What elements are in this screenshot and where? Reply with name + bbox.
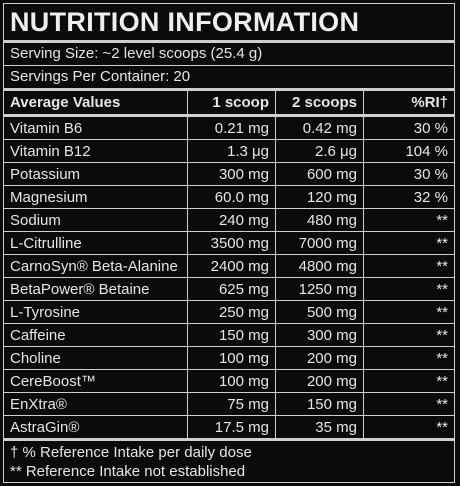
table-header-row: Average Values 1 scoop 2 scoops %RI† [4, 91, 454, 117]
serving-size: Serving Size: ~2 level scoops (25.4 g) [4, 43, 454, 66]
nutrient-name: Vitamin B12 [4, 139, 188, 163]
nutrient-name: Potassium [4, 162, 188, 186]
column-header-average-values: Average Values [4, 91, 188, 117]
table-row: Caffeine 150 mg 300 mg ** [4, 323, 454, 347]
value-2-scoops: 7000 mg [275, 231, 364, 255]
panel-title: NUTRITION INFORMATION [4, 4, 454, 43]
value-1-scoop: 300 mg [187, 162, 276, 186]
ri-percent: 30 % [363, 162, 454, 186]
nutrient-name: CarnoSyn® Beta-Alanine [4, 254, 188, 278]
table-row: AstraGin® 17.5 mg 35 mg ** [4, 415, 454, 441]
ri-percent: ** [363, 415, 454, 441]
nutrient-name: EnXtra® [4, 392, 188, 416]
column-header-ri: %RI† [363, 91, 454, 117]
value-1-scoop: 150 mg [187, 323, 276, 347]
ri-percent: 104 % [363, 139, 454, 163]
value-1-scoop: 17.5 mg [187, 415, 276, 441]
ri-percent: 30 % [363, 115, 454, 140]
value-2-scoops: 200 mg [275, 369, 364, 393]
table-row: L-Citrulline 3500 mg 7000 mg ** [4, 231, 454, 255]
value-1-scoop: 2400 mg [187, 254, 276, 278]
value-1-scoop: 625 mg [187, 277, 276, 301]
table-row: Vitamin B12 1.3 μg 2.6 μg 104 % [4, 139, 454, 163]
value-2-scoops: 600 mg [275, 162, 364, 186]
value-2-scoops: 0.42 mg [275, 115, 364, 140]
table-row: Magnesium 60.0 mg 120 mg 32 % [4, 185, 454, 209]
value-1-scoop: 100 mg [187, 346, 276, 370]
table-row: Potassium 300 mg 600 mg 30 % [4, 162, 454, 186]
table-row: CereBoost™ 100 mg 200 mg ** [4, 369, 454, 393]
nutrient-name: Sodium [4, 208, 188, 232]
value-1-scoop: 250 mg [187, 300, 276, 324]
value-1-scoop: 60.0 mg [187, 185, 276, 209]
value-1-scoop: 3500 mg [187, 231, 276, 255]
ri-percent: ** [363, 323, 454, 347]
nutrition-panel: NUTRITION INFORMATION Serving Size: ~2 l… [3, 3, 455, 483]
value-2-scoops: 500 mg [275, 300, 364, 324]
nutrient-name: Magnesium [4, 185, 188, 209]
table-row: Choline 100 mg 200 mg ** [4, 346, 454, 370]
value-2-scoops: 480 mg [275, 208, 364, 232]
table-row: Sodium 240 mg 480 mg ** [4, 208, 454, 232]
ri-percent: ** [363, 254, 454, 278]
nutrient-name: L-Tyrosine [4, 300, 188, 324]
nutrient-name: Choline [4, 346, 188, 370]
ri-percent: ** [363, 231, 454, 255]
value-2-scoops: 35 mg [275, 415, 364, 441]
nutrient-name: CereBoost™ [4, 369, 188, 393]
nutrient-name: Caffeine [4, 323, 188, 347]
footnote-not-established: ** Reference Intake not established [10, 463, 246, 480]
value-2-scoops: 4800 mg [275, 254, 364, 278]
value-2-scoops: 300 mg [275, 323, 364, 347]
footnotes: † % Reference Intake per daily dose ** R… [4, 441, 454, 481]
value-2-scoops: 200 mg [275, 346, 364, 370]
ri-percent: ** [363, 346, 454, 370]
value-2-scoops: 150 mg [275, 392, 364, 416]
table-row: Vitamin B6 0.21 mg 0.42 mg 30 % [4, 115, 454, 140]
footnote-ri: † % Reference Intake per daily dose [10, 444, 252, 461]
ri-percent: ** [363, 277, 454, 301]
nutrient-name: AstraGin® [4, 415, 188, 441]
value-1-scoop: 0.21 mg [187, 115, 276, 140]
ri-percent: ** [363, 369, 454, 393]
nutrient-name: L-Citrulline [4, 231, 188, 255]
servings-per-container: Servings Per Container: 20 [4, 66, 454, 91]
column-header-1-scoop: 1 scoop [187, 91, 276, 117]
value-1-scoop: 75 mg [187, 392, 276, 416]
nutrient-name: Vitamin B6 [4, 115, 188, 140]
table-row: EnXtra® 75 mg 150 mg ** [4, 392, 454, 416]
table-row: L-Tyrosine 250 mg 500 mg ** [4, 300, 454, 324]
value-2-scoops: 2.6 μg [275, 139, 364, 163]
value-1-scoop: 240 mg [187, 208, 276, 232]
value-1-scoop: 1.3 μg [187, 139, 276, 163]
column-header-2-scoops: 2 scoops [275, 91, 364, 117]
nutrient-name: BetaPower® Betaine [4, 277, 188, 301]
ri-percent: ** [363, 208, 454, 232]
value-1-scoop: 100 mg [187, 369, 276, 393]
ri-percent: ** [363, 300, 454, 324]
table-row: BetaPower® Betaine 625 mg 1250 mg ** [4, 277, 454, 301]
value-2-scoops: 120 mg [275, 185, 364, 209]
table-row: CarnoSyn® Beta-Alanine 2400 mg 4800 mg ** [4, 254, 454, 278]
value-2-scoops: 1250 mg [275, 277, 364, 301]
ri-percent: ** [363, 392, 454, 416]
nutrition-table: Average Values 1 scoop 2 scoops %RI† Vit… [4, 91, 454, 441]
ri-percent: 32 % [363, 185, 454, 209]
